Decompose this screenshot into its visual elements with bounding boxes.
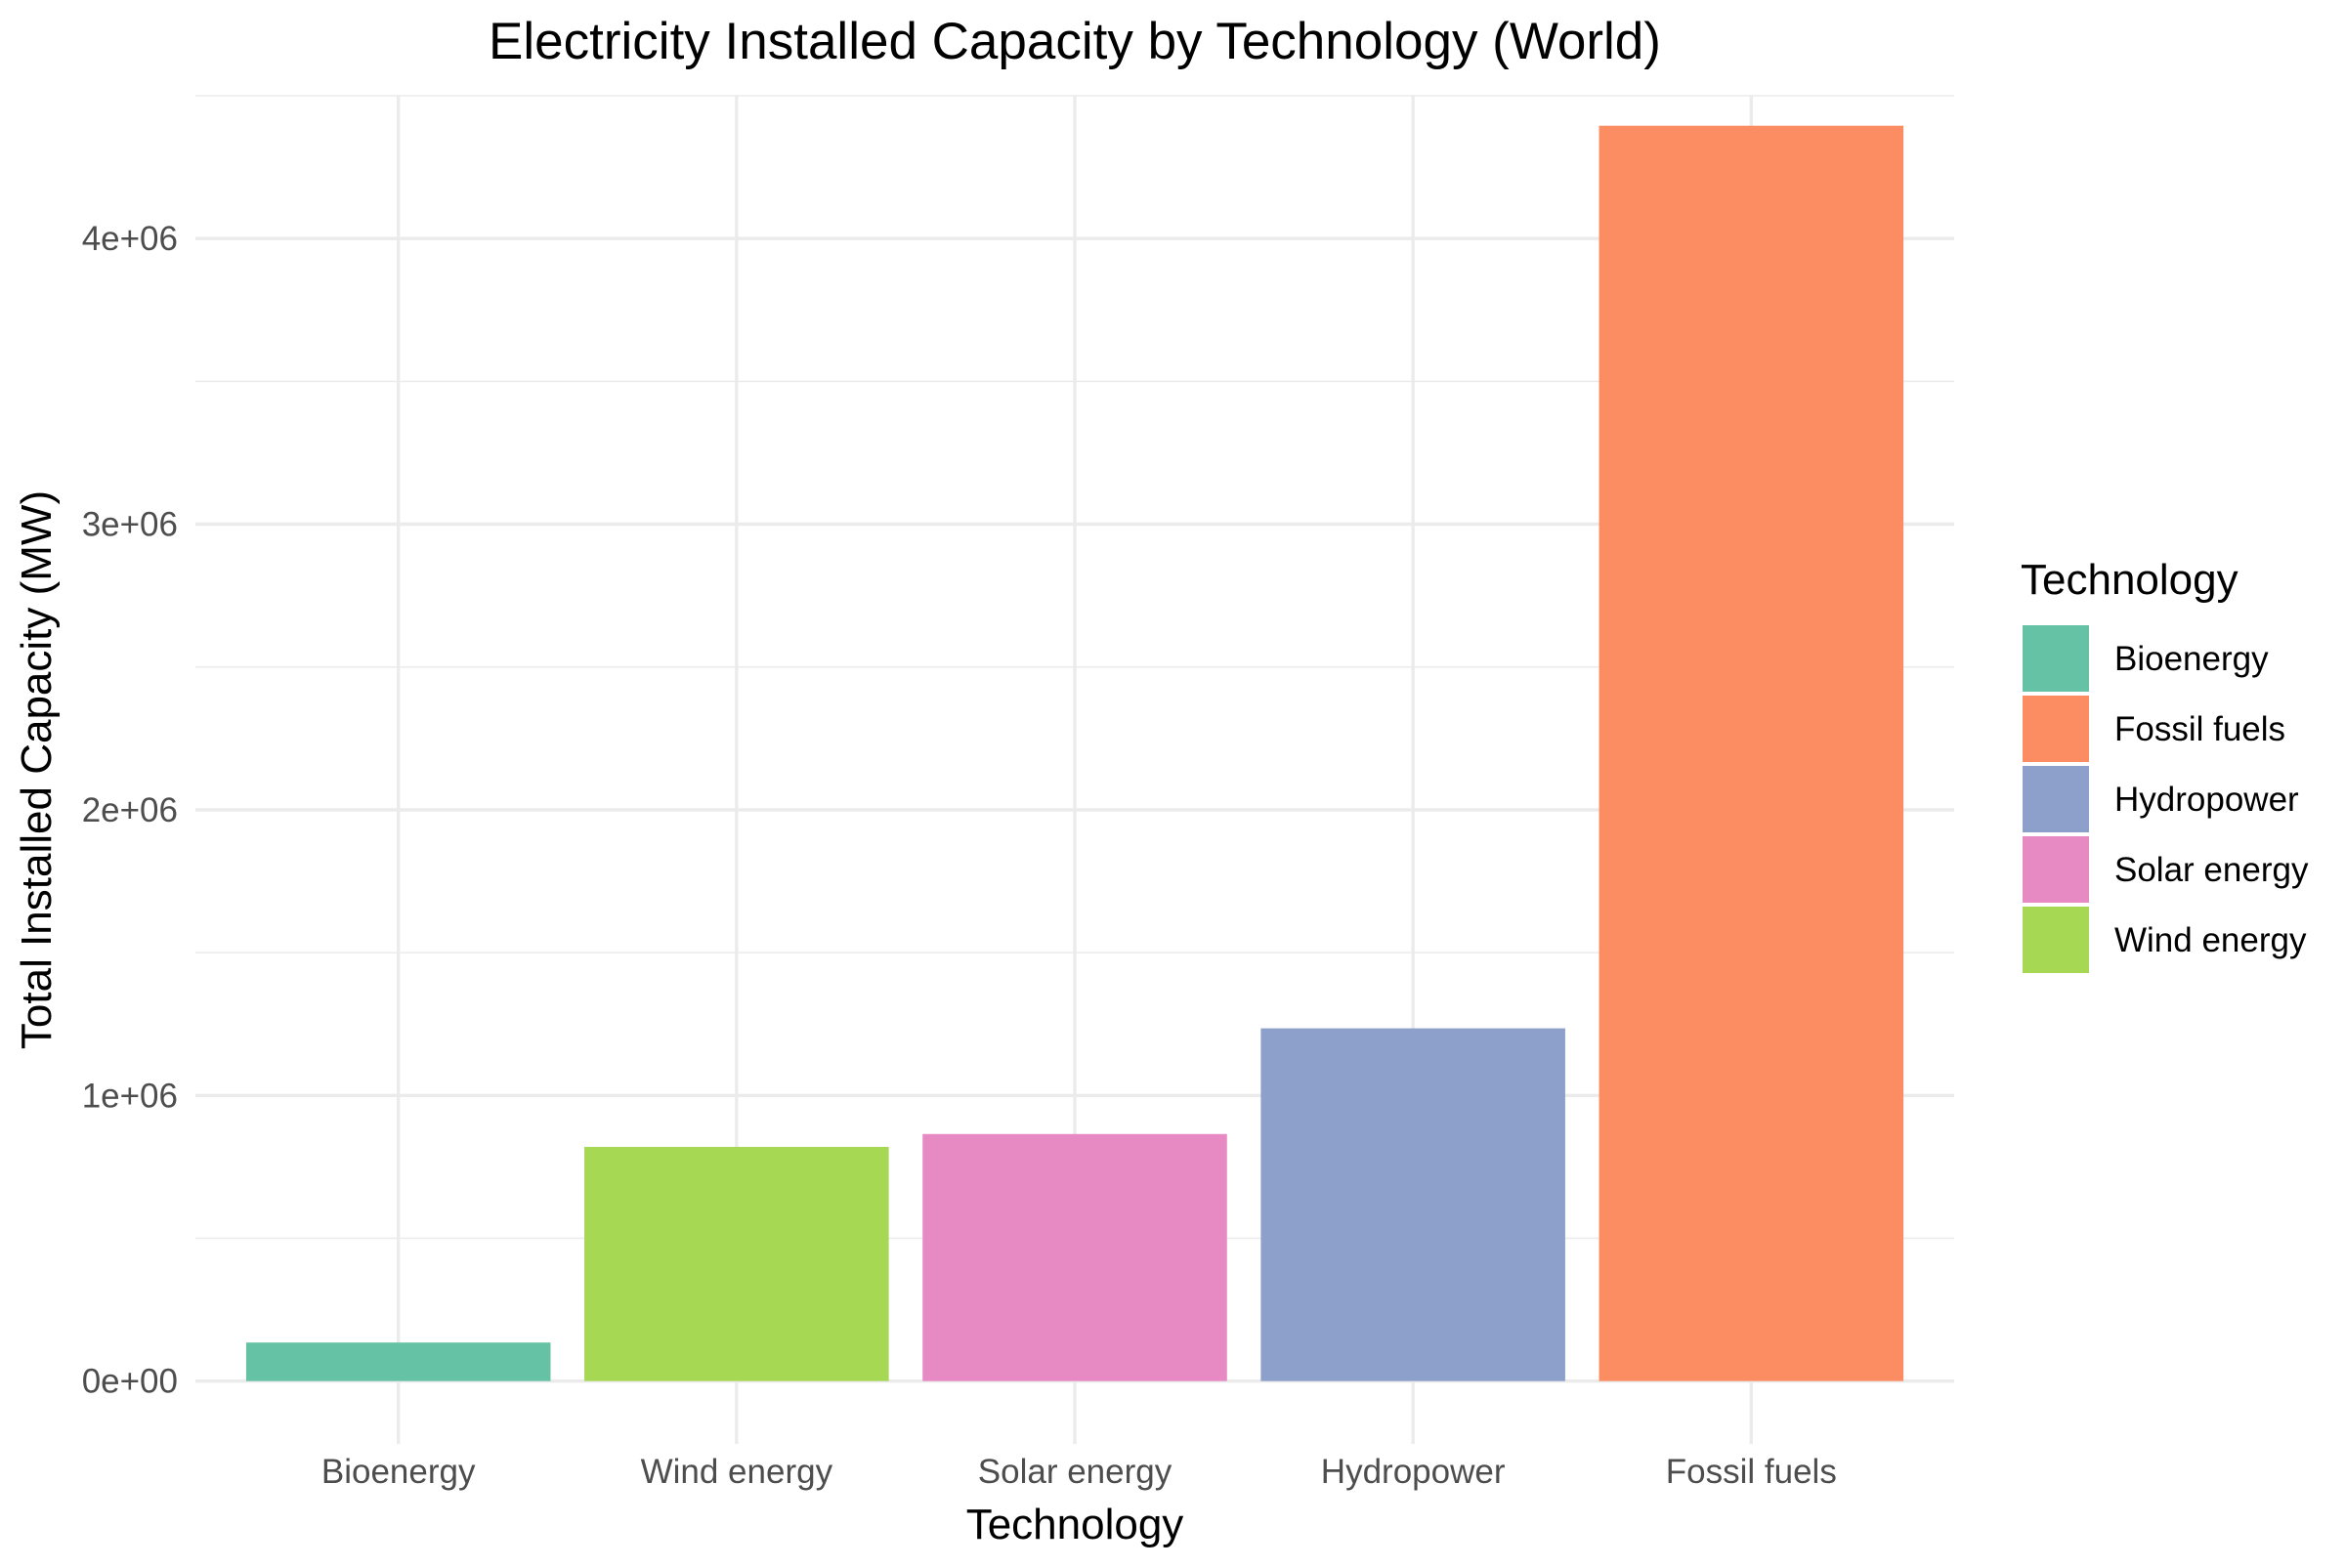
legend-swatch: [2023, 696, 2089, 762]
x-tick-label: Wind energy: [641, 1453, 833, 1491]
x-tick-label: Fossil fuels: [1666, 1453, 1837, 1491]
x-tick-label: Solar energy: [978, 1453, 1172, 1491]
x-axis-ticks: Bioenergy Wind energy Solar energy Hydropow…: [321, 1453, 1837, 1491]
legend-swatch: [2023, 836, 2089, 903]
y-tick-label: 2e+06: [82, 791, 178, 829]
x-axis-title: Technology: [966, 1501, 1184, 1548]
bar-bioenergy: [245, 1342, 551, 1381]
y-tick-label: 0e+00: [82, 1363, 178, 1401]
bar-solar-energy: [922, 1133, 1227, 1381]
y-axis-title: Total Installed Capacity (MW): [13, 490, 61, 1049]
legend: Technology Bioenergy Fossil fuels Hydropow…: [2021, 556, 2309, 973]
bars: [245, 125, 1904, 1381]
x-tick-label: Bioenergy: [321, 1453, 476, 1491]
legend-items: Bioenergy Fossil fuels Hydropower Solar ene…: [2023, 625, 2309, 973]
x-tick-label: Hydropower: [1321, 1453, 1506, 1491]
legend-swatch: [2023, 766, 2089, 832]
legend-label: Fossil fuels: [2114, 710, 2285, 748]
legend-swatch: [2023, 625, 2089, 692]
legend-swatch: [2023, 907, 2089, 973]
legend-label: Hydropower: [2114, 781, 2299, 819]
y-tick-label: 3e+06: [82, 506, 178, 544]
bar-hydropower: [1260, 1028, 1565, 1381]
y-tick-label: 4e+06: [82, 220, 178, 258]
legend-title: Technology: [2021, 556, 2238, 604]
bar-wind-energy: [584, 1146, 889, 1381]
legend-label: Bioenergy: [2114, 640, 2269, 678]
y-axis-ticks: 0e+00 1e+06 2e+06 3e+06 4e+06: [82, 220, 178, 1400]
chart-title: Electricity Installed Capacity by Techno…: [489, 13, 1661, 70]
legend-label: Solar energy: [2114, 851, 2309, 889]
legend-label: Wind energy: [2114, 921, 2307, 959]
bar-fossil-fuels: [1599, 125, 1904, 1381]
y-tick-label: 1e+06: [82, 1077, 178, 1115]
